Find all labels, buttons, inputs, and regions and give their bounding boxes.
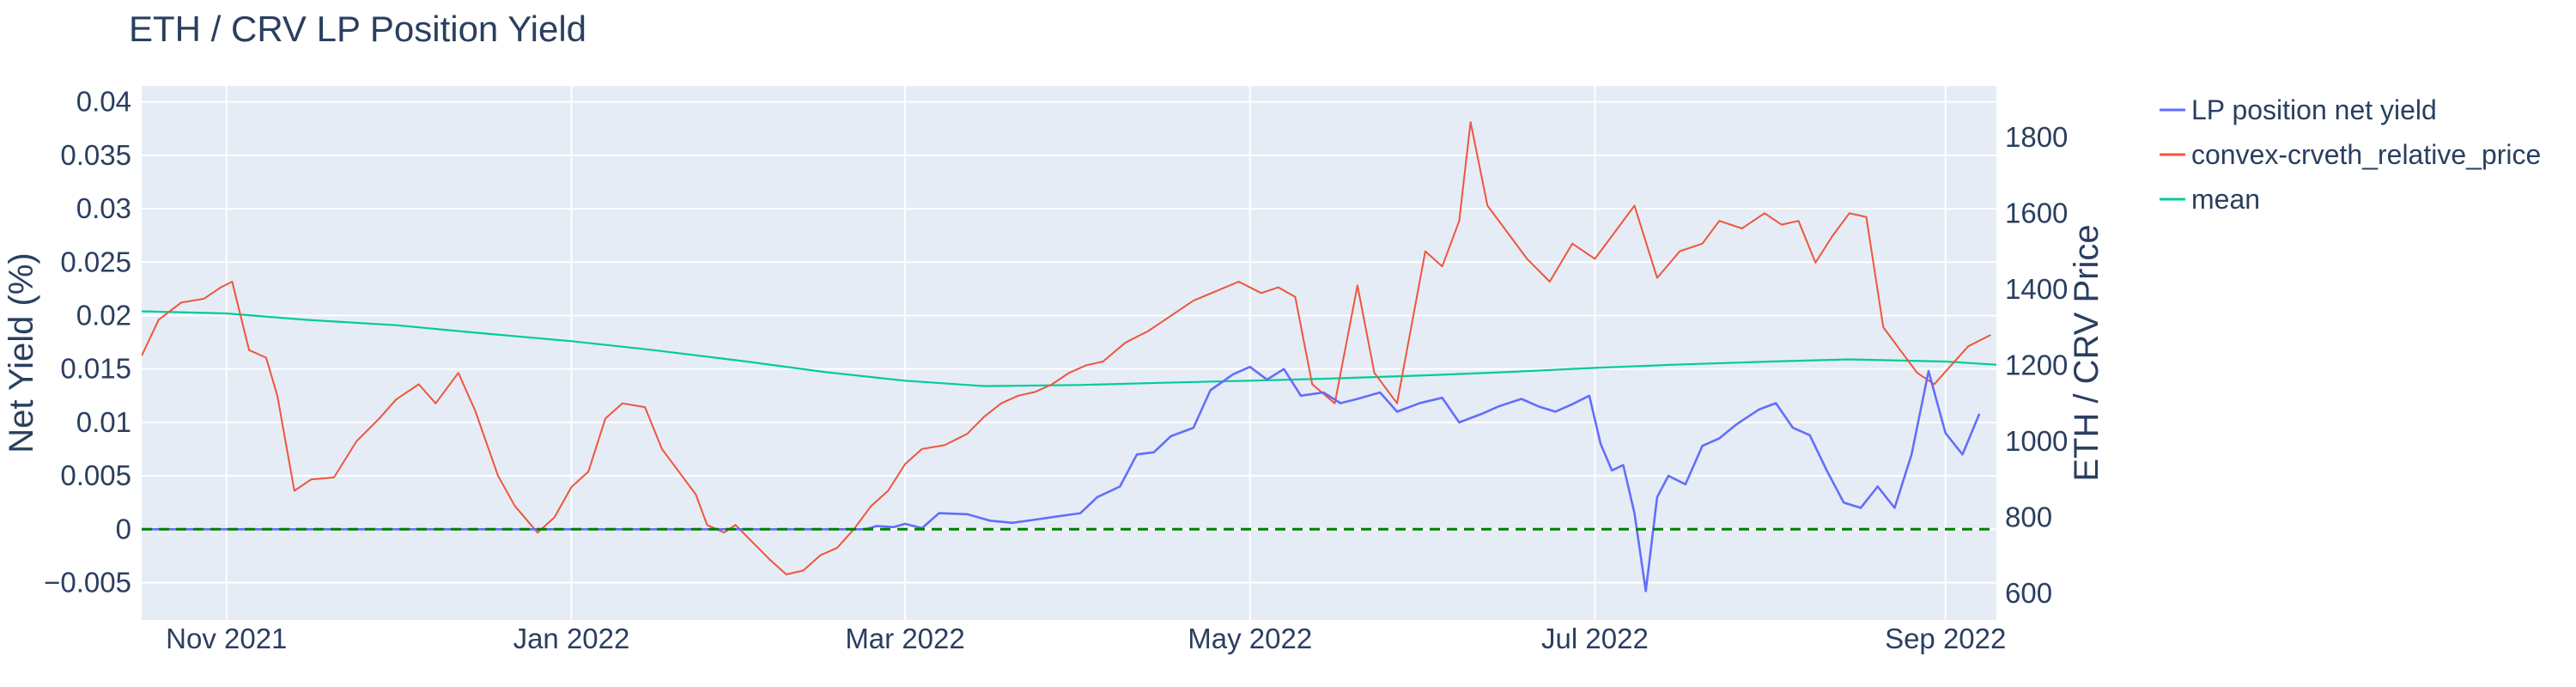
y2-tick-label: 1600 xyxy=(2005,197,2068,228)
legend-item[interactable]: mean xyxy=(2160,184,2260,215)
plot-series xyxy=(142,121,1996,593)
legend-item[interactable]: convex-crveth_relative_price xyxy=(2160,139,2541,170)
net-yield-line xyxy=(142,365,1981,593)
y-tick-label: 0.02 xyxy=(76,299,131,331)
y-tick-label: 0.01 xyxy=(76,406,131,438)
y2-tick-label: 800 xyxy=(2005,501,2052,532)
y-tick-label: 0.03 xyxy=(76,192,131,224)
y2-tick-label: 600 xyxy=(2005,577,2052,609)
y-tick-label: 0 xyxy=(116,513,131,544)
x-tick-label: Jan 2022 xyxy=(513,623,630,654)
y-tick-label: −0.005 xyxy=(44,566,131,598)
axis-ticks: Nov 2021 Jan 2022 Mar 2022 May 2022 Jul 2022… xyxy=(44,86,2068,654)
legend-item[interactable]: LP position net yield xyxy=(2160,94,2437,125)
y2-tick-label: 1800 xyxy=(2005,121,2068,153)
y2-axis-title: ETH / CRV Price xyxy=(2068,224,2105,481)
y2-tick-label: 1000 xyxy=(2005,425,2068,457)
plot-area xyxy=(142,86,1996,620)
x-tick-label: Jul 2022 xyxy=(1541,623,1649,654)
chart-title: ETH / CRV LP Position Yield xyxy=(129,9,586,49)
y-axis-title: Net Yield (%) xyxy=(3,252,40,453)
legend-label: mean xyxy=(2191,184,2260,215)
y2-tick-label: 1200 xyxy=(2005,349,2068,380)
mean-line xyxy=(142,310,1996,387)
x-tick-label: Mar 2022 xyxy=(845,623,964,654)
x-tick-label: May 2022 xyxy=(1188,623,1312,654)
legend-label: LP position net yield xyxy=(2191,94,2437,125)
legend-label: convex-crveth_relative_price xyxy=(2191,139,2541,170)
y2-tick-label: 1400 xyxy=(2005,273,2068,305)
legend[interactable]: LP position net yield convex-crveth_relat… xyxy=(2160,94,2541,215)
x-tick-label: Nov 2021 xyxy=(166,623,287,654)
gridlines xyxy=(142,86,1996,620)
x-tick-label: Sep 2022 xyxy=(1885,623,2006,654)
relative-price-line xyxy=(142,121,1991,575)
y-tick-label: 0.005 xyxy=(60,459,131,491)
y-tick-label: 0.015 xyxy=(60,353,131,385)
y-tick-label: 0.04 xyxy=(76,86,131,118)
y-tick-label: 0.025 xyxy=(60,246,131,277)
y-tick-label: 0.035 xyxy=(60,139,131,171)
